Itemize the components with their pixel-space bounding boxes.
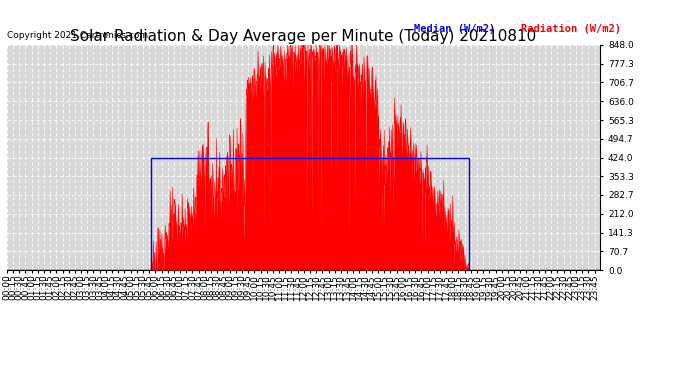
Title: Solar Radiation & Day Average per Minute (Today) 20210810: Solar Radiation & Day Average per Minute…	[70, 29, 537, 44]
Text: Radiation (W/m2): Radiation (W/m2)	[521, 24, 621, 34]
Bar	[151, 158, 469, 270]
Text: Copyright 2021 Cartronics.com: Copyright 2021 Cartronics.com	[7, 32, 148, 40]
Text: Median (W/m2): Median (W/m2)	[414, 24, 495, 34]
